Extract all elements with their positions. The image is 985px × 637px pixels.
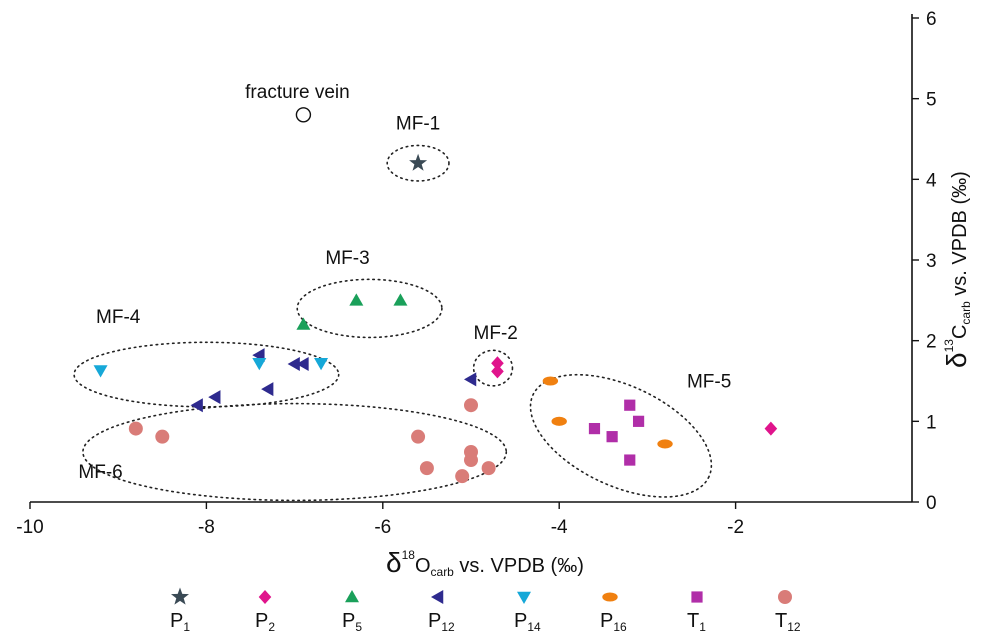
legend-label: T12 [775,610,801,634]
group-ellipse [296,278,443,339]
data-point [464,398,478,413]
data-point [128,421,143,436]
data-point [764,421,778,436]
group-ellipse [529,373,713,498]
data-point [287,357,300,372]
data-points [93,107,778,484]
data-point [624,399,636,411]
group-label: MF-4 [96,307,141,328]
data-point [349,293,364,306]
data-point [491,356,504,371]
data-point [409,153,428,171]
data-point [542,376,559,386]
data-point [606,431,618,443]
data-point [208,390,221,405]
legend-marker [171,587,189,605]
open-data-point [295,107,312,123]
group-ellipse [386,144,450,182]
legend-entry: P14 [514,591,541,634]
group-ellipses [73,144,713,502]
data-point [190,398,203,413]
axes: -10 -8 -6 -4 -2 0 1 2 3 4 5 6 δ18Ocarb vs. VPDB (‰) δ… [16,9,973,579]
legend-label: T1 [687,610,706,634]
legend-entry: P12 [428,590,455,634]
data-point [296,317,311,330]
legend-label: P16 [600,610,627,634]
legend-marker [258,590,272,604]
data-point [261,382,274,397]
legend-entry: P2 [255,590,275,634]
group-label: MF-1 [396,113,440,134]
legend-entry: P5 [342,590,362,634]
group-label: MF-6 [78,462,122,483]
legend-marker [345,590,359,603]
x-tick-label: -6 [374,517,391,538]
y-tick-label: 3 [926,251,937,272]
data-point [314,358,329,371]
legend-label: P5 [342,610,362,634]
legend-entry: T12 [775,590,801,634]
legend-marker [517,591,531,604]
data-point [551,416,567,426]
annotations: MF-1 MF-2 MF-3 MF-4 MF-5 MF-6 fracture vein [78,82,731,483]
data-point [155,429,170,444]
legend-label: P2 [255,610,275,634]
y-tick-label: 6 [926,9,937,30]
x-tick-label: -10 [16,517,43,538]
y-tick-label: 2 [926,332,937,353]
y-tick-label: 4 [926,170,937,191]
legend-marker [602,592,618,602]
group-ellipse [472,349,514,387]
data-point [588,422,601,435]
data-point [481,461,496,476]
legend-marker [778,590,792,604]
legend-label: P14 [514,610,541,634]
x-axis-title: δ18Ocarb vs. VPDB (‰) [386,547,584,579]
legend-label: P1 [170,610,190,634]
point-annotation: fracture vein [245,82,350,103]
data-point [624,454,636,466]
data-point [464,372,477,387]
legend-label: P12 [428,610,455,634]
legend-entry: P16 [600,592,627,634]
legend-entry: T1 [687,591,706,634]
data-point [464,453,478,468]
group-label: MF-2 [474,323,518,344]
data-point [491,364,504,379]
x-tick-label: -2 [727,517,744,538]
group-ellipse [82,402,508,502]
data-point [296,357,309,372]
data-point [419,461,434,476]
y-tick-label: 5 [926,90,937,111]
legend: P1 P2 P5 P12 P14 P16 T1 T12 [170,587,801,634]
group-label: MF-5 [687,371,731,392]
y-tick-label: 1 [926,412,937,433]
group-label: MF-3 [325,248,369,269]
legend-marker [691,591,703,603]
group-ellipse [73,341,340,408]
data-point [411,429,426,444]
legend-entry: P1 [170,587,190,634]
legend-marker [431,590,444,604]
data-point [455,469,470,484]
y-tick-label: 0 [926,493,937,514]
y-axis-title: δ13Ccarb vs. VPDB (‰) [941,171,973,368]
data-point [657,439,673,449]
x-tick-label: -8 [198,517,215,538]
data-point [393,293,408,306]
x-tick-label: -4 [551,517,568,538]
data-point [632,415,645,427]
data-point [93,365,108,378]
data-point [252,358,267,371]
